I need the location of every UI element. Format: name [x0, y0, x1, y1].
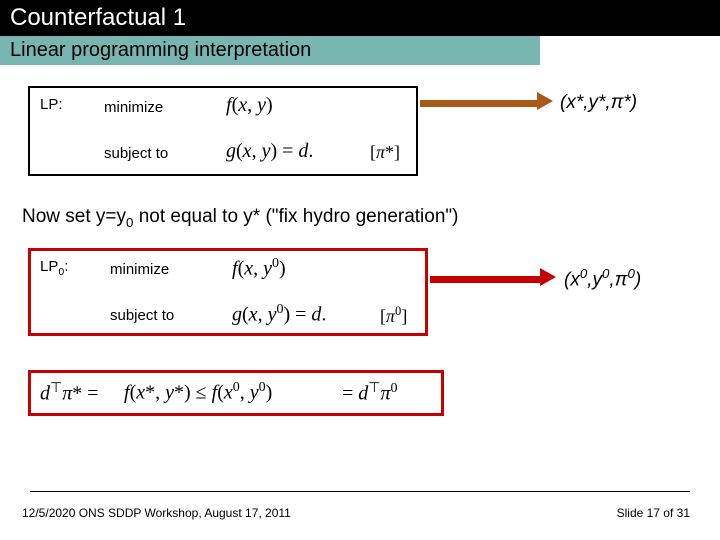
solution-star: (x*,y*,π*)	[560, 92, 637, 114]
arrow-head-zero	[540, 268, 556, 286]
solution-zero: (x0,y0,π0)	[564, 266, 641, 291]
lp-zero-min: minimize	[110, 258, 169, 279]
lp-zero-subj: subject to	[110, 304, 174, 325]
lp-star-subj: subject to	[104, 142, 168, 163]
lp-zero-box	[28, 248, 428, 336]
lp-star-obj: f(x, y)	[226, 94, 273, 117]
lp-star-box	[28, 86, 418, 176]
lp-star-min: minimize	[104, 96, 163, 117]
lp-star-mult: [π*]	[370, 142, 400, 163]
lp-star-constr: g(x, y) = d.	[226, 140, 313, 163]
lp-zero-constr: g(x, y0) = d.	[232, 302, 326, 327]
transition-text: Now set y=y0 not equal to y* ("fix hydro…	[22, 206, 458, 230]
slide-subtitle: Linear programming interpretation	[0, 36, 540, 65]
ineq-mid: f(x*, y*) ≤ f(x0, y0)	[124, 380, 272, 405]
arrow-head-star	[537, 92, 553, 110]
footer-right: Slide 17 of 31	[617, 506, 690, 520]
lp-zero-obj: f(x, y0)	[232, 256, 286, 281]
lp-zero-mult: [π0]	[380, 304, 407, 327]
arrow-to-solution-star	[420, 100, 540, 107]
footer-divider	[30, 491, 690, 492]
lp-star-label: LP:	[40, 96, 63, 114]
arrow-to-solution-zero	[430, 276, 542, 283]
lp-zero-label: LP0:	[40, 258, 68, 278]
footer-left: 12/5/2020 ONS SDDP Workshop, August 17, …	[22, 506, 291, 520]
slide-title: Counterfactual 1	[0, 0, 720, 36]
ineq-right: = d⊤π0	[342, 380, 398, 406]
ineq-left: d⊤π* =	[40, 380, 99, 406]
